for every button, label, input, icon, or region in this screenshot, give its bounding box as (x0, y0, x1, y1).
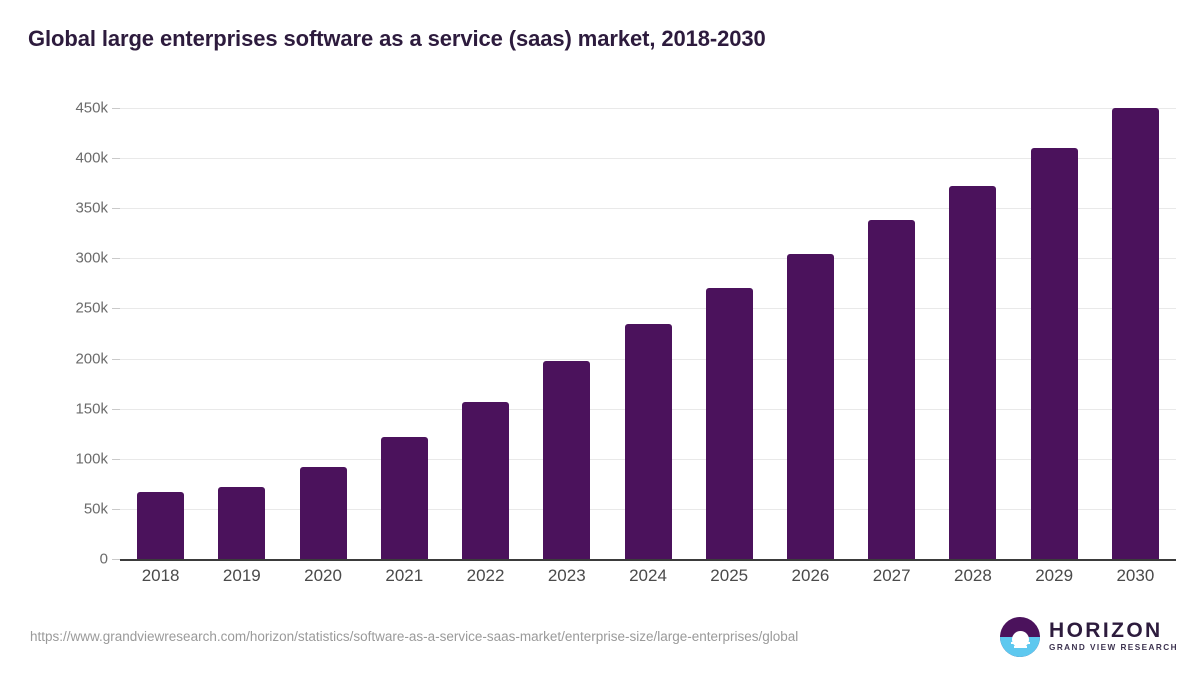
x-tick-label: 2028 (954, 566, 992, 585)
y-tick-label: 400k (75, 149, 108, 167)
bar[interactable] (624, 324, 672, 559)
x-tick-label: 2018 (141, 566, 180, 585)
x-tick-label: 2029 (1035, 566, 1074, 585)
y-tick-label: 300k (75, 249, 108, 267)
y-tick-label: 50k (83, 500, 108, 518)
bar[interactable] (299, 466, 347, 559)
x-tick-label: 2023 (547, 566, 586, 585)
bar[interactable] (705, 288, 753, 559)
x-tick-label: 2020 (304, 566, 342, 585)
x-tick-label: 2024 (629, 566, 667, 585)
y-tick-mark (112, 508, 120, 510)
y-tick-mark (112, 559, 120, 560)
y-tick-label: 350k (75, 199, 108, 217)
y-tick-mark (112, 258, 120, 260)
source-url[interactable]: https://www.grandviewresearch.com/horizo… (30, 629, 799, 644)
horizon-logo: HORIZON GRAND VIEW RESEARCH (1000, 617, 1178, 657)
bar[interactable] (949, 186, 997, 559)
x-tick-label: 2030 (1116, 566, 1155, 585)
y-tick-mark (112, 208, 120, 210)
bar[interactable] (543, 360, 591, 559)
bar[interactable] (786, 254, 834, 559)
logo-tagline: GRAND VIEW RESEARCH (1049, 643, 1178, 653)
bar-series (120, 108, 1176, 559)
x-axis-line (120, 559, 1176, 561)
y-tick-label: 250k (75, 299, 108, 317)
y-tick-mark (112, 358, 120, 360)
y-tick-mark (112, 458, 120, 460)
page-title: Global large enterprises software as a s… (28, 26, 766, 51)
bar[interactable] (137, 491, 185, 559)
x-tick-label: 2022 (466, 566, 505, 585)
y-tick-mark (112, 308, 120, 310)
bar[interactable] (462, 401, 510, 559)
x-axis-ticks: 2018 2019 2020 2021 2022 2023 2024 2025 2026 2027… (120, 566, 1176, 596)
logo-name: HORIZON (1049, 619, 1163, 643)
bar[interactable] (868, 220, 916, 559)
bar[interactable] (380, 436, 428, 559)
x-tick-label: 2027 (872, 566, 911, 585)
x-tick-label: 2019 (222, 566, 261, 585)
gridline (120, 108, 1176, 109)
y-tick-label: 0 (99, 550, 108, 568)
y-tick-label: 450k (75, 99, 108, 117)
y-tick-mark (112, 108, 120, 109)
x-tick-label: 2021 (385, 566, 424, 585)
y-tick-mark (112, 158, 120, 160)
y-tick-label: 150k (75, 400, 108, 418)
gridline (120, 208, 1176, 210)
x-tick-label: 2025 (710, 566, 749, 585)
bar[interactable] (218, 486, 266, 559)
gridline (120, 308, 1176, 310)
y-tick-mark (112, 408, 120, 410)
horizon-sun-icon (1000, 617, 1040, 657)
gridline (120, 158, 1176, 160)
bar[interactable] (1111, 108, 1159, 559)
bar[interactable] (1030, 148, 1078, 559)
gridline (120, 258, 1176, 260)
y-tick-label: 200k (75, 350, 108, 368)
logo-text: HORIZON GRAND VIEW RESEARCH (1049, 620, 1178, 654)
x-tick-label: 2026 (791, 566, 830, 585)
y-tick-label: 100k (75, 450, 108, 468)
